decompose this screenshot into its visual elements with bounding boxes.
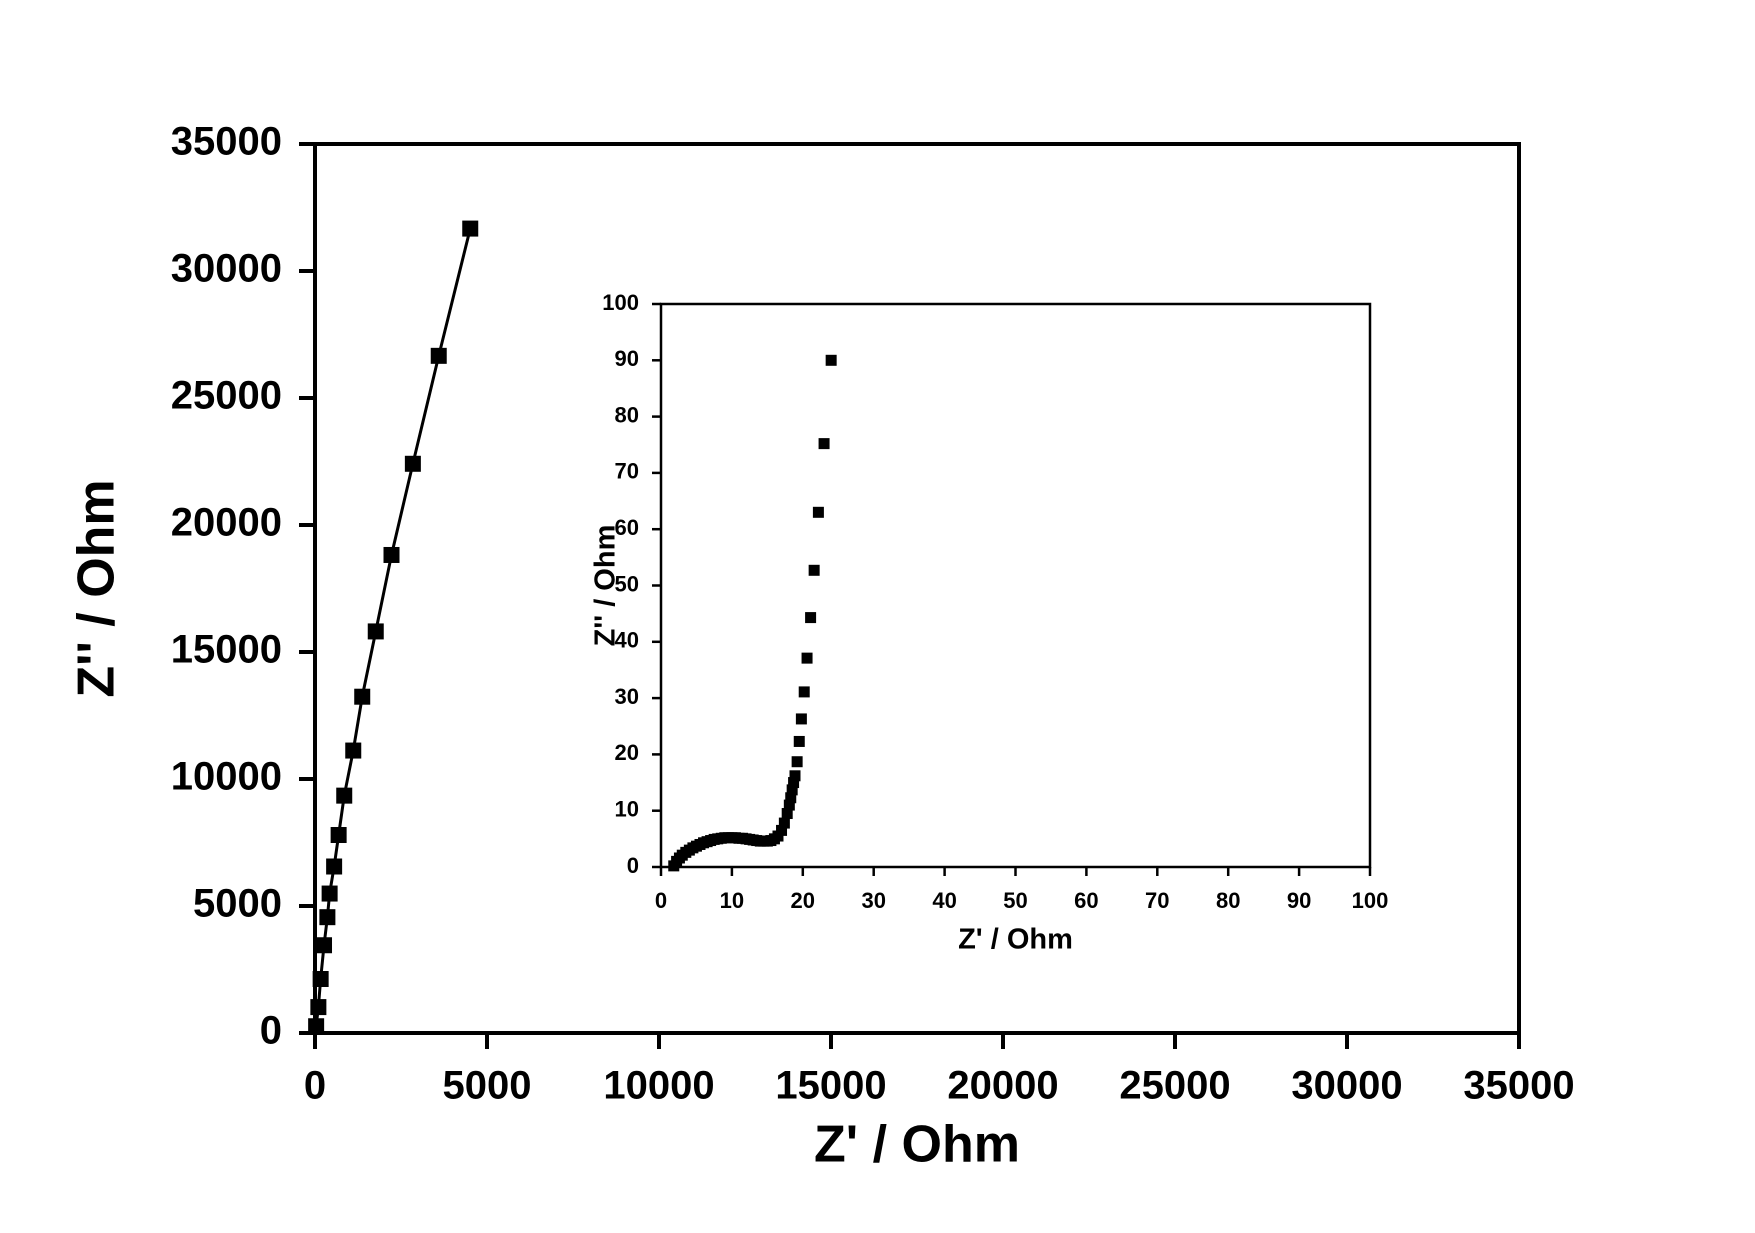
series-line — [314, 228, 472, 1027]
marker — [793, 735, 805, 747]
marker — [316, 937, 333, 954]
y-tick-label: 35000 — [171, 120, 282, 164]
marker — [788, 777, 800, 789]
x-tick-label: 25000 — [1119, 1064, 1230, 1108]
x-tick-label: 20000 — [947, 1064, 1058, 1108]
marker — [345, 742, 362, 759]
y-tick-label: 90 — [615, 346, 639, 371]
marker — [367, 623, 384, 640]
marker — [798, 686, 810, 698]
marker — [354, 688, 371, 705]
x-tick-label: 5000 — [443, 1064, 532, 1108]
marker — [818, 438, 830, 450]
marker — [312, 970, 329, 987]
x-tick-label: 15000 — [775, 1064, 886, 1108]
x-tick-label: 35000 — [1463, 1064, 1574, 1108]
x-tick-label: 30000 — [1291, 1064, 1402, 1108]
y-tick-label: 100 — [602, 290, 639, 315]
x-tick-label: 80 — [1216, 888, 1240, 913]
plot-frame — [313, 142, 1521, 1035]
marker — [326, 858, 343, 875]
marker — [462, 220, 479, 237]
marker — [383, 546, 400, 563]
marker — [308, 1018, 325, 1035]
y-tick-label: 0 — [260, 1009, 282, 1053]
marker — [808, 564, 820, 576]
y-tick-label: 70 — [615, 459, 639, 484]
x-tick-label: 20 — [791, 888, 815, 913]
x-tick-label: 10000 — [603, 1064, 714, 1108]
marker — [776, 824, 788, 836]
marker — [785, 792, 797, 804]
marker — [778, 817, 790, 829]
y-tick-label: 80 — [615, 402, 639, 427]
y-tick-label: 20000 — [171, 501, 282, 545]
marker — [786, 784, 798, 796]
marker — [336, 787, 353, 804]
marker — [791, 756, 803, 768]
x-tick-label: 30 — [861, 888, 885, 913]
y-tick-label: 10000 — [171, 755, 282, 799]
marker — [772, 830, 784, 842]
x-tick-label: 90 — [1287, 888, 1311, 913]
y-tick-label: 40 — [615, 628, 639, 653]
marker — [795, 713, 807, 725]
y-axis-title: Z'' / Ohm — [68, 479, 126, 697]
x-tick-label: 0 — [304, 1064, 326, 1108]
marker — [781, 808, 793, 820]
x-tick-label: 0 — [655, 888, 667, 913]
x-tick-label: 50 — [1003, 888, 1027, 913]
marker — [783, 799, 795, 811]
y-tick-label: 15000 — [171, 628, 282, 672]
y-tick-label: 30000 — [171, 247, 282, 291]
x-axis-title: Z' / Ohm — [814, 1116, 1020, 1174]
plot-frame — [659, 302, 1372, 869]
marker — [812, 506, 824, 518]
y-tick-label: 5000 — [193, 882, 282, 926]
y-tick-label: 25000 — [171, 374, 282, 418]
x-tick-label: 60 — [1074, 888, 1098, 913]
marker — [404, 455, 421, 472]
marker — [805, 612, 817, 624]
x-axis-title: Z' / Ohm — [958, 924, 1073, 956]
y-tick-label: 30 — [615, 684, 639, 709]
marker — [319, 909, 336, 926]
y-tick-label: 50 — [615, 571, 639, 596]
x-tick-label: 100 — [1352, 888, 1389, 913]
marker — [321, 885, 338, 902]
x-tick-label: 10 — [720, 888, 744, 913]
y-tick-label: 0 — [627, 853, 639, 878]
marker — [801, 652, 813, 664]
marker — [310, 999, 327, 1016]
x-tick-label: 40 — [932, 888, 956, 913]
x-tick-label: 70 — [1145, 888, 1169, 913]
y-tick-label: 60 — [615, 515, 639, 540]
marker — [825, 354, 837, 366]
marker — [430, 347, 447, 364]
y-tick-label: 20 — [615, 740, 639, 765]
marker — [789, 770, 801, 782]
y-axis-title: Z'' / Ohm — [590, 525, 622, 647]
y-tick-label: 10 — [615, 797, 639, 822]
marker — [330, 827, 347, 844]
